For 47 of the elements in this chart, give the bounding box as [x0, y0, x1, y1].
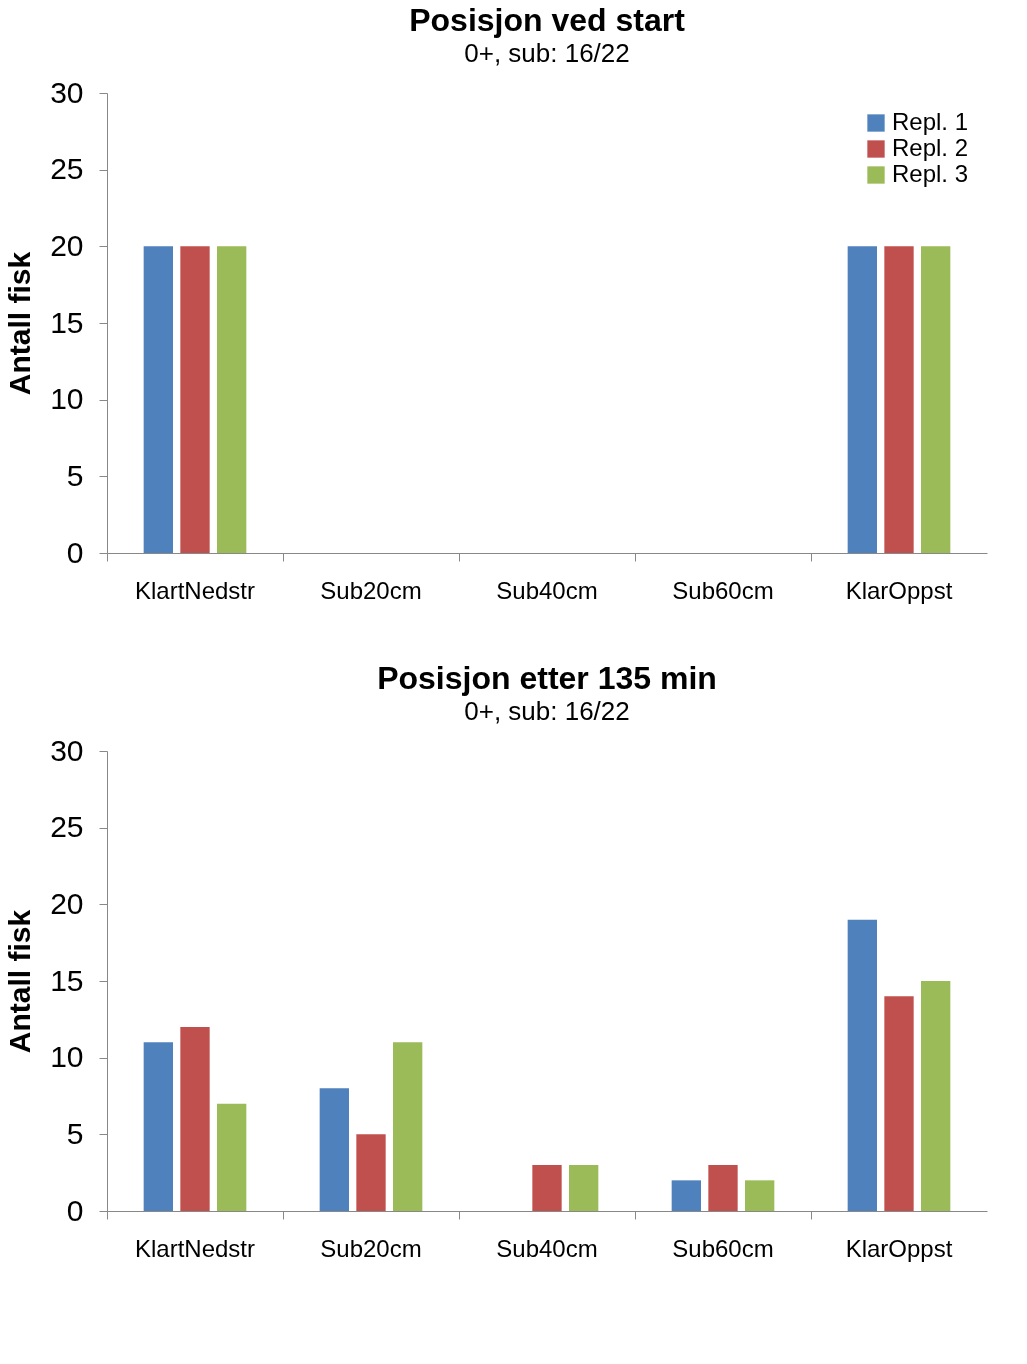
y-axis-title: Antall fisk	[3, 909, 37, 1054]
y-axis-title: Antall fisk	[3, 251, 37, 396]
y-tick-label: 25	[50, 152, 84, 186]
bar	[532, 1165, 562, 1211]
bar	[143, 1042, 173, 1211]
y-tick-label: 25	[50, 810, 84, 844]
chart-title: Posisjon etter 135 min	[377, 660, 717, 696]
bar	[671, 1180, 701, 1211]
y-tick-label: 10	[50, 1040, 84, 1074]
y-tick-label: 30	[50, 75, 84, 109]
y-tick-label: 15	[50, 963, 84, 997]
bar	[180, 1027, 210, 1211]
x-tick-label: KlartNedstr	[134, 1234, 256, 1262]
x-tick-label: KlarOppst	[845, 1234, 953, 1262]
y-tick-label: 15	[50, 305, 84, 339]
bar	[708, 1165, 738, 1211]
x-tick-label: Sub40cm	[496, 576, 598, 604]
x-tick-label: Sub20cm	[320, 576, 422, 604]
chart-subtitle: 0+, sub: 16/22	[464, 38, 630, 68]
chart-title: Posisjon ved start	[409, 2, 686, 38]
x-tick-label: Sub60cm	[672, 1234, 774, 1262]
y-tick-label: 0	[66, 535, 84, 569]
y-tick-label: 5	[66, 1116, 84, 1150]
bar	[745, 1180, 775, 1211]
x-tick-label: Sub20cm	[320, 1234, 422, 1262]
bar	[921, 981, 951, 1211]
y-tick-label: 20	[50, 886, 84, 920]
legend-label: Repl. 2	[892, 134, 969, 161]
bar	[217, 1103, 247, 1211]
bar	[569, 1165, 599, 1211]
legend-label: Repl. 3	[892, 160, 969, 187]
x-tick-label: Sub40cm	[496, 1234, 598, 1262]
legend-label: Repl. 1	[892, 108, 969, 135]
x-tick-label: KlartNedstr	[134, 576, 256, 604]
y-tick-label: 20	[50, 228, 84, 262]
bar	[393, 1042, 423, 1211]
chart-subtitle: 0+, sub: 16/22	[464, 696, 630, 726]
x-tick-label: KlarOppst	[845, 576, 953, 604]
bar	[847, 919, 877, 1211]
bar	[356, 1134, 386, 1211]
bar	[884, 996, 914, 1211]
bar	[319, 1088, 349, 1211]
y-tick-label: 30	[50, 733, 84, 767]
y-tick-label: 10	[50, 382, 84, 416]
y-tick-label: 5	[66, 458, 84, 492]
y-tick-label: 0	[66, 1193, 84, 1227]
x-tick-label: Sub60cm	[672, 576, 774, 604]
